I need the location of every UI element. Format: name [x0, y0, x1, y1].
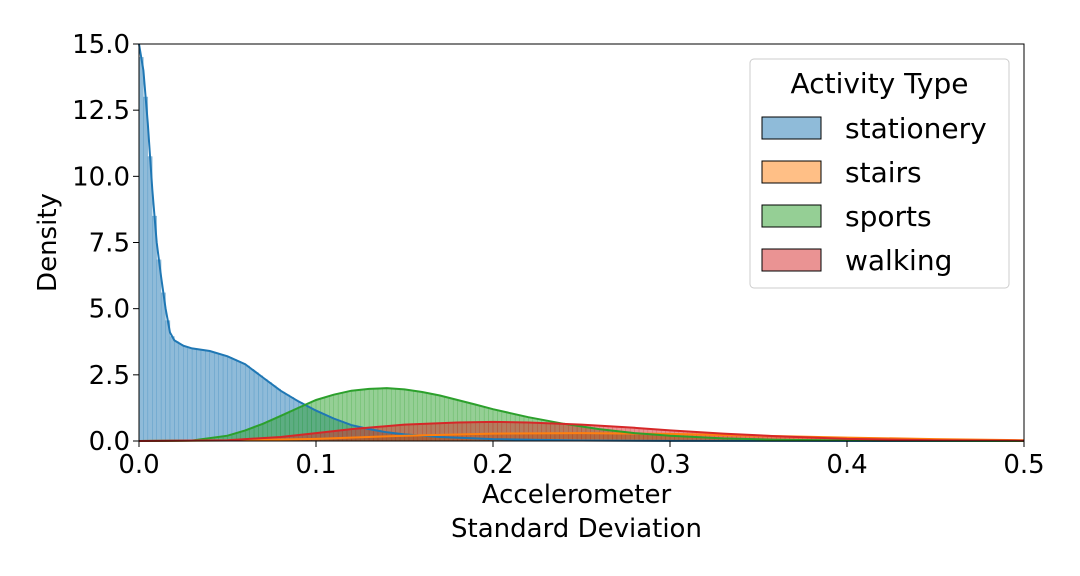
hist-bar-stationery: [183, 346, 188, 442]
hist-bar-walking: [510, 422, 516, 442]
hist-bar-walking: [537, 422, 542, 442]
legend-label-sports: sports: [845, 200, 932, 233]
hist-bar-walking: [346, 429, 352, 442]
hist-bar-stationery: [152, 215, 157, 442]
hist-bar-walking: [417, 423, 423, 442]
hist-bar-walking: [532, 422, 538, 442]
x-tick-label: 0.0: [118, 450, 159, 480]
hist-bar-walking: [519, 422, 525, 442]
x-axis-label-line-1: Accelerometer: [482, 480, 672, 510]
legend-label-walking: walking: [845, 244, 952, 277]
y-tick-label: 12.5: [72, 96, 130, 126]
hist-bar-stationery: [160, 292, 166, 442]
hist-bar-stationery: [187, 347, 193, 442]
hist-bar-walking: [422, 423, 427, 442]
hist-bar-walking: [528, 422, 534, 442]
hist-bar-stationery: [231, 359, 237, 442]
hist-bar-stationery: [169, 336, 175, 442]
hist-bar-walking: [541, 422, 547, 442]
hist-bar-stationery: [191, 348, 197, 442]
y-tick-label: 0.0: [89, 427, 130, 457]
legend: Activity Type stationery stairs sports walk…: [749, 58, 1010, 289]
legend-title: Activity Type: [791, 67, 969, 100]
hist-bar-walking: [439, 422, 445, 442]
y-tick-label: 10.0: [72, 162, 130, 192]
y-tick-label: 2.5: [89, 361, 130, 391]
hist-bar-stationery: [205, 350, 211, 442]
legend-box: [749, 58, 1010, 289]
hist-bar-stationery: [138, 57, 144, 442]
hist-bar-stationery: [165, 320, 171, 442]
hist-bar-stationery: [147, 156, 153, 442]
hist-bar-stationery: [178, 344, 184, 442]
hist-bar-stationery: [156, 259, 162, 442]
hist-bar-walking: [399, 424, 405, 442]
x-tick-label: 0.3: [649, 450, 690, 480]
x-tick-label: 0.4: [826, 450, 867, 480]
hist-bar-stationery: [236, 361, 241, 442]
hist-bar-stationery: [218, 354, 224, 442]
y-tick-label: 7.5: [89, 229, 130, 259]
hist-bar-stationery: [227, 357, 233, 442]
legend-items: stationery stairs sports walking: [761, 112, 987, 277]
x-tick-label: 0.5: [1003, 450, 1044, 480]
kde-line-sports: [138, 387, 1025, 442]
hist-bar-walking: [329, 431, 334, 442]
kde-line-walking: [138, 420, 1025, 442]
legend-swatch-stationery: [761, 116, 822, 140]
y-axis-label: Density: [33, 193, 63, 292]
hist-bar-walking: [351, 428, 357, 442]
hist-bar-walking: [342, 429, 348, 442]
legend-swatch-sports: [761, 204, 822, 228]
kde-line-stairs: [138, 432, 1025, 442]
hist-bar-walking: [408, 424, 414, 442]
hist-bar-walking: [404, 424, 410, 442]
x-tick-label: 0.1: [295, 450, 336, 480]
hist-bar-stationery: [240, 363, 246, 442]
hist-bar-walking: [413, 423, 418, 442]
hist-bar-walking: [337, 430, 343, 442]
x-axis-label-line-2: Standard Deviation: [451, 514, 702, 544]
hist-bar-stationery: [209, 351, 215, 442]
legend-swatch-walking: [761, 248, 822, 272]
hist-bar-walking: [426, 423, 432, 442]
kde-lines: [138, 43, 1025, 442]
hist-bar-walking: [501, 421, 507, 442]
hist-bar-walking: [545, 423, 551, 442]
legend-label-stairs: stairs: [845, 156, 922, 189]
hist-bar-stationery: [222, 355, 228, 442]
axis-ticks: 0.0 0.1 0.2 0.3 0.4 0.5 0.0 2.5 5.0 7.5 10.0 12.5 15…: [72, 30, 1045, 480]
hist-bar-walking: [550, 423, 556, 442]
hist-bar-stationery: [200, 349, 206, 442]
hist-bar-walking: [497, 421, 503, 442]
hist-bar-walking: [324, 431, 330, 442]
hist-bar-stationery: [174, 341, 180, 442]
hist-bar-walking: [382, 426, 388, 442]
hist-bar-walking: [360, 427, 365, 442]
hist-bar-walking: [377, 426, 383, 442]
hist-bar-walking: [333, 430, 339, 442]
legend-swatch-stairs: [761, 160, 822, 184]
hist-bar-stationery: [196, 349, 202, 442]
hist-bar-walking: [430, 423, 436, 442]
hist-bar-walking: [435, 423, 441, 442]
y-tick-label: 15.0: [72, 30, 130, 60]
hist-bar-walking: [514, 422, 520, 442]
y-tick-label: 5.0: [89, 295, 130, 325]
hist-bar-walking: [355, 428, 361, 442]
hist-bar-stationery: [214, 352, 219, 442]
hist-bar-walking: [506, 421, 511, 442]
x-tick-label: 0.2: [472, 450, 513, 480]
hist-bar-walking: [523, 422, 529, 442]
hist-bar-stationery: [143, 96, 149, 442]
legend-label-stationery: stationery: [845, 112, 987, 145]
hist-series-stationery: [138, 57, 742, 442]
